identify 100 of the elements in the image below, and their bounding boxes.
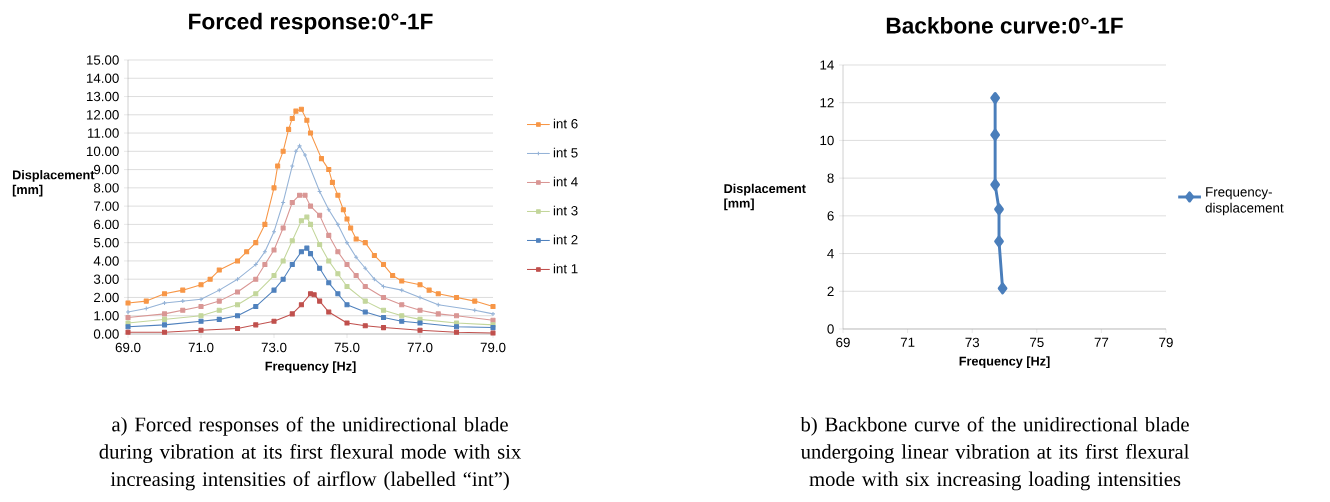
- point: [280, 276, 286, 282]
- point: [307, 130, 314, 136]
- y-tick-label: 15.00: [86, 55, 119, 65]
- point: [280, 225, 286, 231]
- point: [340, 207, 346, 213]
- point: [216, 287, 222, 293]
- point: [161, 316, 168, 322]
- y-tick-label: 4.00: [93, 256, 119, 266]
- point: [304, 245, 310, 251]
- point: [326, 167, 332, 173]
- point: [286, 126, 292, 132]
- point: [216, 307, 222, 313]
- point: [207, 276, 213, 282]
- point: [289, 115, 295, 121]
- y-tick-label: 11.00: [87, 128, 119, 138]
- point: [399, 313, 405, 319]
- point: [390, 273, 396, 279]
- y-tick-label: 12: [820, 98, 834, 108]
- point: [344, 283, 350, 290]
- point: [125, 329, 131, 335]
- point: [244, 249, 250, 255]
- point: [490, 330, 496, 336]
- point: [253, 291, 259, 297]
- point: [198, 318, 204, 324]
- point: [490, 317, 496, 323]
- y-tick-label: 5.00: [93, 237, 119, 248]
- point: [371, 252, 377, 258]
- x-axis-title: Frequency [Hz]: [265, 361, 356, 374]
- point: [307, 203, 314, 209]
- point: [198, 327, 204, 333]
- point: [298, 218, 304, 224]
- point: [234, 258, 241, 264]
- point: [161, 291, 168, 297]
- point: [326, 309, 332, 315]
- point: [380, 262, 387, 268]
- point: [353, 236, 359, 242]
- point: [399, 278, 405, 284]
- legend-label: int 6: [553, 118, 578, 129]
- point: [293, 148, 299, 154]
- y-tick-label: 6.00: [94, 219, 119, 230]
- y-tick-label: 10: [820, 135, 834, 146]
- point: [304, 214, 310, 220]
- point: [253, 304, 259, 310]
- point: [298, 249, 304, 255]
- point: [271, 287, 277, 293]
- point: [311, 292, 317, 298]
- point: [216, 298, 222, 304]
- point: [262, 249, 268, 255]
- x-tick-label: 69.0: [115, 342, 141, 353]
- point: [417, 307, 423, 313]
- point: [161, 300, 168, 306]
- point: [198, 282, 204, 288]
- point: [125, 300, 131, 306]
- point: [143, 298, 149, 304]
- point: [353, 254, 359, 260]
- point: [280, 199, 286, 206]
- point: [302, 152, 308, 158]
- point: [326, 280, 332, 286]
- point: [380, 315, 387, 321]
- point: [317, 298, 323, 304]
- point: [335, 221, 341, 227]
- point: [453, 294, 460, 300]
- y-tick-label: 9.00: [93, 164, 119, 175]
- point: [399, 287, 405, 293]
- point: [262, 262, 268, 268]
- point: [271, 229, 277, 235]
- x-tick-label: 77: [1094, 337, 1109, 347]
- point: [344, 302, 350, 308]
- y-tick-label: 12.00: [86, 110, 119, 120]
- point: [344, 320, 350, 326]
- point: [417, 294, 423, 300]
- point: [289, 163, 295, 169]
- point: [298, 106, 304, 112]
- point: [280, 258, 286, 264]
- legend-label: Frequency-displacement: [1205, 187, 1284, 216]
- y-tick-label: 3.00: [93, 274, 119, 284]
- x-tick-label: 79: [1159, 337, 1173, 348]
- legend-label: int 5: [553, 147, 578, 158]
- y-tick-label: 2.00: [94, 292, 119, 303]
- point: [180, 298, 186, 304]
- y-tick-label: 13.00: [86, 91, 119, 102]
- point: [344, 240, 350, 246]
- point: [234, 289, 241, 295]
- x-axis-title: Frequency [Hz]: [959, 356, 1050, 369]
- point: [302, 192, 308, 198]
- x-tick-label: 75.0: [334, 342, 360, 353]
- point: [271, 247, 277, 253]
- point: [380, 307, 387, 313]
- point: [335, 192, 341, 198]
- point: [329, 179, 335, 185]
- point: [125, 324, 131, 330]
- point: [198, 304, 204, 310]
- point: [435, 311, 441, 317]
- point: [289, 262, 295, 268]
- point: [490, 304, 496, 310]
- point: [198, 313, 204, 319]
- point: [304, 117, 310, 123]
- point: [317, 241, 323, 248]
- y-tick-label: 7.00: [94, 201, 119, 211]
- legend-label: int 3: [553, 205, 578, 216]
